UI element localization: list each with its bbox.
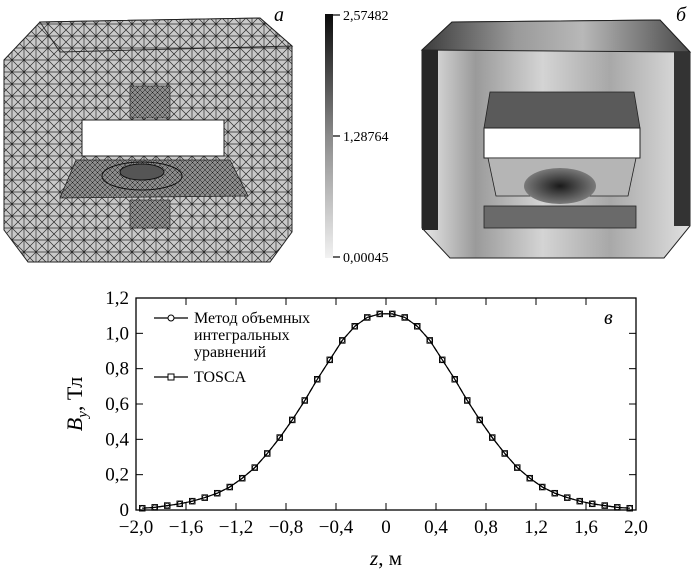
data-point-square: [226, 483, 233, 491]
legend-marker-square: [167, 373, 175, 381]
panel-label-b: б: [676, 4, 687, 26]
y-tick-label: 1,2: [105, 288, 129, 309]
y-tick-label: 0,8: [105, 359, 129, 380]
data-point-square: [364, 314, 371, 321]
data-point-square: [376, 310, 384, 318]
x-tick-label: 1,2: [524, 517, 548, 538]
data-point-square: [451, 376, 459, 383]
data-point-square: [138, 504, 146, 512]
data-point-square: [389, 310, 396, 318]
data-point-square: [526, 474, 534, 482]
data-point-square: [213, 489, 221, 497]
data-point-square: [264, 450, 271, 457]
data-point-square: [238, 474, 246, 482]
data-point-square: [276, 434, 284, 441]
data-point-square: [439, 356, 446, 364]
x-tick-label: −2,0: [119, 517, 153, 538]
y-axis-label: By, Тл: [62, 377, 91, 431]
magnet-mesh-illustration: [3, 17, 294, 263]
data-point-square: [163, 502, 171, 509]
colorbar-max-label: 2,57482: [343, 9, 389, 24]
data-point-square: [314, 376, 321, 383]
legend-marker-circle: [167, 314, 175, 322]
y-tick-label: 0: [120, 500, 130, 521]
field-profile-chart: −2,0 −1,6 −1,2 −0,8 −0,4 0 0,4 0,8 1,2 1,6 2,0 0 0,2…: [62, 288, 648, 570]
x-tick-label: −1,6: [169, 517, 203, 538]
data-point-square: [589, 500, 596, 508]
data-point-square: [551, 489, 559, 497]
axes-layer: −2,0 −1,6 −1,2 −0,8 −0,4 0 0,4 0,8 1,2 1,6 2,0 0 0,2…: [105, 288, 648, 538]
data-point-square: [564, 494, 571, 501]
x-tick-label: −1,2: [219, 517, 253, 538]
data-point-square: [289, 416, 296, 424]
y-tick-label: 1,0: [105, 323, 129, 344]
x-tick-label: 2,0: [624, 517, 648, 538]
x-tick-label: 0,8: [474, 517, 498, 538]
data-point-square: [489, 434, 496, 441]
x-axis-label: z, м: [369, 546, 402, 570]
x-tick-label: 1,6: [574, 517, 598, 538]
series-line-2: [142, 313, 630, 509]
magnet-field-illustration: [420, 19, 692, 259]
colorbar: 2,57482 1,28764 0,00045: [325, 9, 389, 266]
data-point-square: [514, 464, 521, 471]
data-point-square: [251, 464, 258, 471]
data-point-square: [464, 397, 471, 404]
panel-label-a: а: [274, 4, 284, 26]
data-point-square: [501, 450, 509, 457]
data-point-square: [601, 502, 609, 509]
data-point-square: [176, 500, 183, 508]
y-tick-label: 0,6: [105, 394, 129, 415]
data-point-square: [401, 314, 409, 321]
x-tick-label: −0,8: [269, 517, 303, 538]
y-tick-label: 0,4: [105, 429, 129, 450]
legend: Метод объемных интегральных уравнений TOSCA: [154, 310, 310, 386]
data-point-square: [201, 494, 208, 501]
data-point-square: [301, 397, 309, 404]
data-point-square: [351, 323, 359, 330]
series-layer: [138, 310, 634, 512]
colorbar-min-label: 0,00045: [343, 251, 389, 266]
panel-label-c: в: [604, 307, 613, 329]
x-tick-label: 0,4: [424, 517, 448, 538]
legend-label-1: Метод объемных интегральных уравнений: [194, 310, 310, 361]
colorbar-gradient: [325, 14, 333, 258]
data-point-square: [151, 504, 158, 511]
x-tick-label: 0: [381, 517, 391, 538]
data-point-square: [326, 356, 334, 364]
x-tick-label: −0,4: [319, 517, 354, 538]
y-tick-label: 0,2: [105, 465, 129, 486]
data-point-square: [626, 504, 634, 512]
data-point-square: [188, 497, 196, 505]
colorbar-mid-label: 1,28764: [343, 130, 389, 145]
data-point-square: [476, 416, 484, 424]
data-point-square: [426, 337, 434, 344]
data-point-square: [339, 337, 346, 344]
data-point-square: [539, 483, 546, 491]
data-point-square: [614, 504, 621, 511]
data-point-square: [576, 497, 584, 505]
data-point-square: [414, 323, 421, 330]
legend-label-2: TOSCA: [194, 369, 247, 386]
